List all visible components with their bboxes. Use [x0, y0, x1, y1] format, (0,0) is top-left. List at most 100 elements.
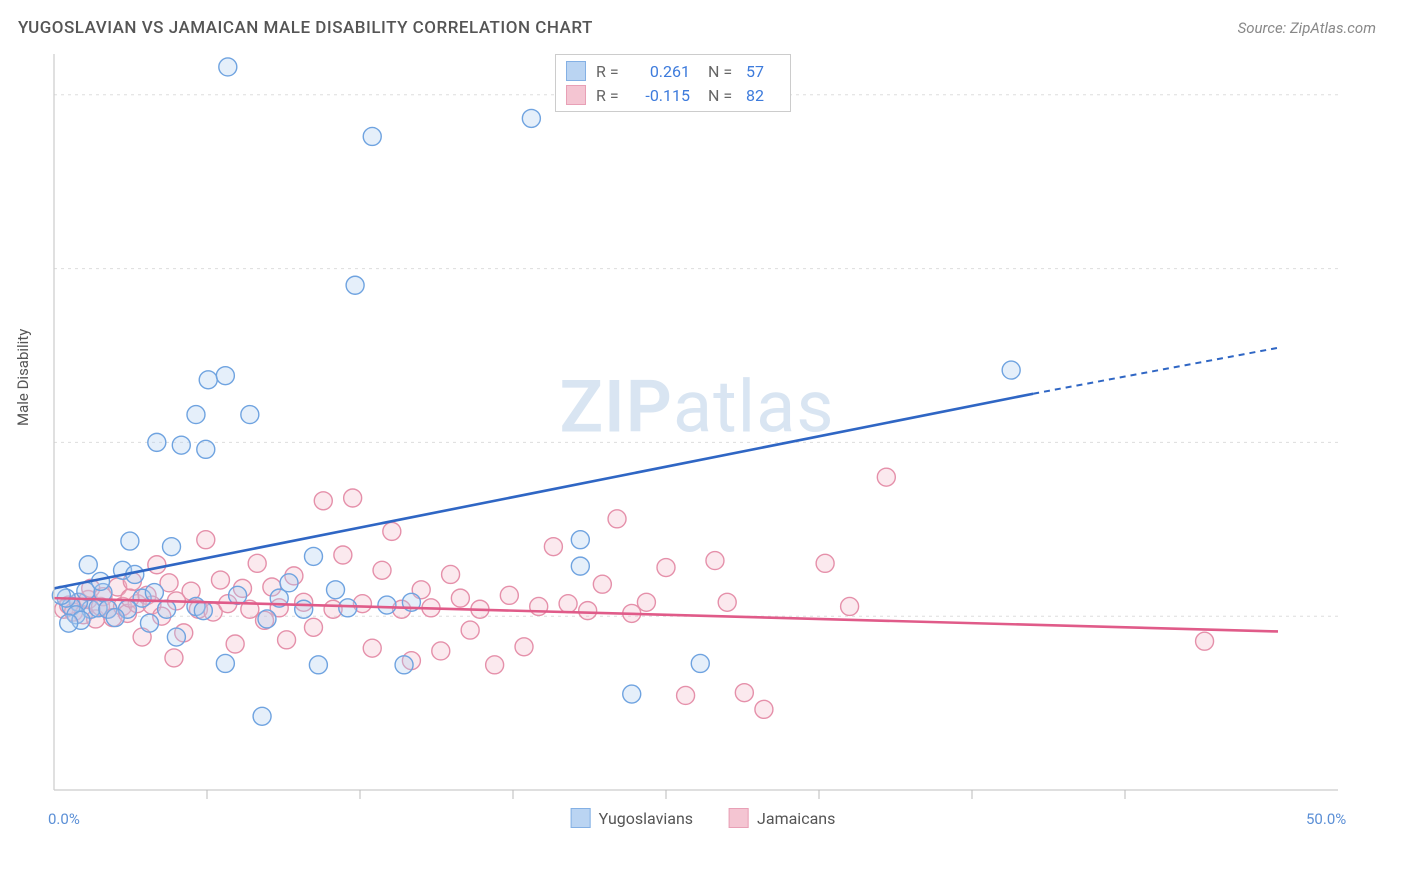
legend-label: Jamaicans [757, 809, 835, 828]
jamaicans-point [706, 552, 724, 570]
jamaicans-point [148, 556, 166, 574]
yugoslavians-point [106, 609, 124, 627]
yugoslavians-point [522, 109, 540, 127]
yugoslavians-point [145, 584, 163, 602]
legend-swatch [571, 808, 591, 828]
chart-area: Male Disability ZIPatlas 12.5%25.0%37.5%… [18, 50, 1376, 862]
yugoslavians-point [280, 574, 298, 592]
yugoslavians-point [197, 440, 215, 458]
yugoslavians-point [378, 596, 396, 614]
scatter-chart: 12.5%25.0%37.5%50.0% [18, 50, 1348, 830]
r-value: -0.115 [634, 86, 690, 105]
n-label: N = [708, 62, 736, 81]
x-max-label: 50.0% [1306, 810, 1346, 828]
jamaicans-point [500, 586, 518, 604]
yugoslavians-point [219, 58, 237, 76]
jamaicans-point [608, 510, 626, 528]
yugoslavians-point [346, 276, 364, 294]
yugoslavians-point [339, 599, 357, 617]
jamaicans-point [755, 700, 773, 718]
jamaicans-point [816, 554, 834, 572]
jamaicans-point [593, 575, 611, 593]
yugoslavians-point [395, 656, 413, 674]
yugoslavians-point [148, 433, 166, 451]
r-label: R = [596, 86, 624, 105]
jamaicans-point [544, 538, 562, 556]
jamaicans-point [637, 593, 655, 611]
r-label: R = [596, 62, 624, 81]
correlation-legend: R = 0.261 N = 57 R = -0.115 N = 82 [555, 54, 791, 112]
jamaicans-point [383, 522, 401, 540]
jamaicans-point [735, 684, 753, 702]
yugoslavians-point [623, 685, 641, 703]
yugoslavians-point [60, 614, 78, 632]
yugoslavians-point [172, 436, 190, 454]
jamaicans-point [314, 492, 332, 510]
chart-header: YUGOSLAVIAN VS JAMAICAN MALE DISABILITY … [0, 0, 1406, 46]
yugoslavians-point [304, 547, 322, 565]
yugoslavians-point [163, 538, 181, 556]
jamaicans-point [211, 571, 229, 589]
jamaicans-point [579, 602, 597, 620]
yugoslavians-point [1002, 361, 1020, 379]
yugoslavians-point [691, 654, 709, 672]
jamaicans-point [442, 565, 460, 583]
series-legend-item-jamaicans: Jamaicans [729, 808, 835, 828]
yugoslavians-point [199, 371, 217, 389]
corr-legend-row-jamaicans: R = -0.115 N = 82 [566, 83, 780, 107]
yugoslavians-point [194, 602, 212, 620]
jamaicans-point [677, 686, 695, 704]
jamaicans-point [432, 642, 450, 660]
n-value: 82 [746, 86, 780, 105]
yugoslavians-point [216, 654, 234, 672]
chart-title: YUGOSLAVIAN VS JAMAICAN MALE DISABILITY … [18, 18, 593, 38]
jamaicans-point [1196, 632, 1214, 650]
yugoslavians-point [241, 406, 259, 424]
series-legend: Yugoslavians Jamaicans [571, 808, 836, 828]
jamaicans-point [334, 546, 352, 564]
yugoslavians-point [295, 600, 313, 618]
legend-swatch [729, 808, 749, 828]
yugoslavians-point [229, 586, 247, 604]
yugoslavians-point [309, 656, 327, 674]
yugoslavians-point [140, 614, 158, 632]
jamaicans-point [718, 593, 736, 611]
jamaicans-point [486, 656, 504, 674]
jamaicans-trendline [54, 598, 1278, 631]
jamaicans-point [304, 618, 322, 636]
yugoslavians-point [167, 628, 185, 646]
jamaicans-point [278, 631, 296, 649]
n-value: 57 [746, 62, 780, 81]
jamaicans-point [559, 595, 577, 613]
jamaicans-point [226, 635, 244, 653]
yugoslavians-point [258, 610, 276, 628]
jamaicans-point [451, 589, 469, 607]
jamaicans-point [344, 489, 362, 507]
jamaicans-point [657, 559, 675, 577]
yugoslavians-point [158, 600, 176, 618]
source-label: Source: ZipAtlas.com [1238, 19, 1376, 37]
yugoslavians-trendline-dashed [1033, 348, 1278, 394]
yugoslavians-point [187, 406, 205, 424]
yugoslavians-point [253, 707, 271, 725]
legend-swatch [566, 61, 586, 81]
yugoslavians-point [363, 127, 381, 145]
yugoslavians-point [571, 531, 589, 549]
y-axis-label: Male Disability [14, 329, 32, 426]
series-legend-item-yugoslavians: Yugoslavians [571, 808, 693, 828]
r-value: 0.261 [634, 62, 690, 81]
yugoslavians-point [327, 581, 345, 599]
yugoslavians-point [121, 532, 139, 550]
yugoslavians-point [571, 557, 589, 575]
jamaicans-point [363, 639, 381, 657]
n-label: N = [708, 86, 736, 105]
corr-legend-row-yugoslavians: R = 0.261 N = 57 [566, 59, 780, 83]
x-origin-label: 0.0% [48, 810, 80, 828]
jamaicans-point [248, 554, 266, 572]
jamaicans-point [515, 638, 533, 656]
jamaicans-point [165, 649, 183, 667]
legend-swatch [566, 85, 586, 105]
jamaicans-point [197, 531, 215, 549]
yugoslavians-point [216, 367, 234, 385]
jamaicans-point [461, 621, 479, 639]
